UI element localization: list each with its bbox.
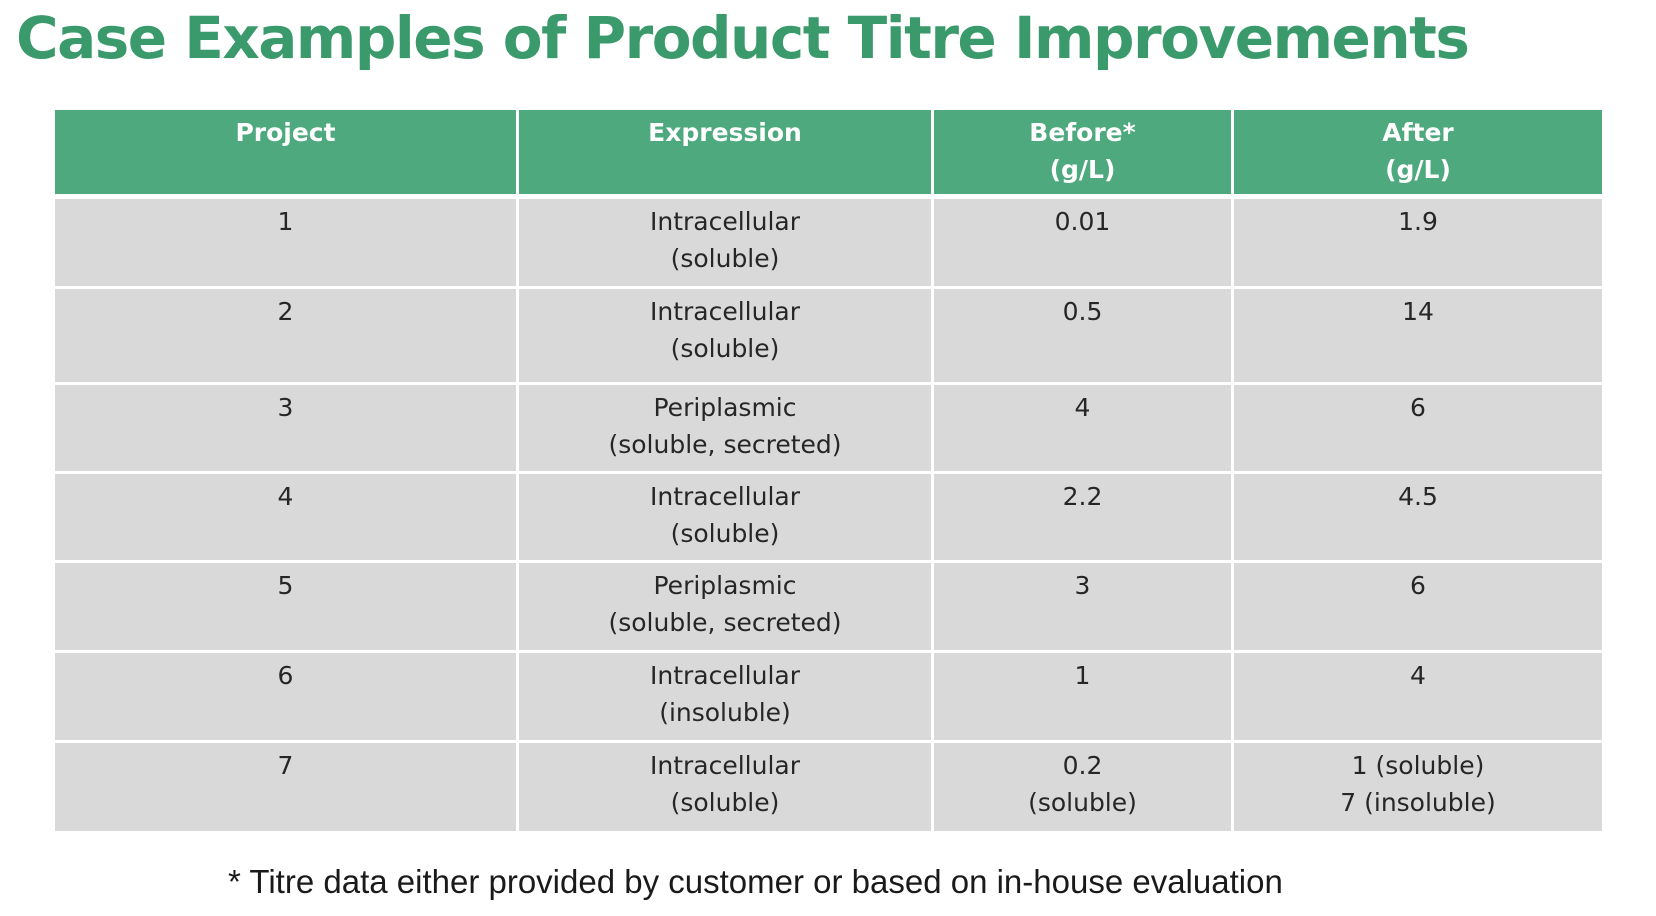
cell-after-line: 7 (insoluble) [1340, 788, 1496, 817]
footnote: * Titre data either provided by customer… [228, 863, 1283, 900]
cell-before: 2.2 [931, 474, 1231, 563]
cell-expression: Intracellular (soluble) [516, 199, 931, 289]
cell-after: 4.5 [1231, 474, 1602, 563]
header-project: Project [55, 110, 516, 199]
cell-after: 1 (soluble) 7 (insoluble) [1231, 743, 1602, 831]
table-row: 1 Intracellular (soluble) 0.01 1.9 [55, 199, 1602, 289]
cell-expression-line: Periplasmic [653, 571, 797, 600]
cell-project: 7 [55, 743, 516, 831]
cell-expression: Periplasmic (soluble, secreted) [516, 385, 931, 474]
cell-expression-line: (insoluble) [659, 698, 791, 727]
cell-expression: Intracellular (soluble) [516, 743, 931, 831]
cell-expression-line: Intracellular [649, 297, 801, 326]
cell-before-line: 0.2 [1062, 751, 1103, 780]
cell-before: 0.5 [931, 289, 1231, 385]
cell-before-line: (soluble) [1028, 788, 1137, 817]
cell-expression-line: (soluble) [670, 519, 780, 548]
cell-before: 3 [931, 563, 1231, 653]
cell-after-line: 1 (soluble) [1351, 751, 1485, 780]
cell-after-line: 14 [1402, 297, 1434, 326]
cell-expression: Intracellular (insoluble) [516, 653, 931, 743]
cell-after: 1.9 [1231, 199, 1602, 289]
cell-expression-line: Intracellular [649, 482, 801, 511]
cell-project: 2 [55, 289, 516, 385]
cell-expression-line: (soluble, secreted) [608, 430, 842, 459]
header-after-label: After [1382, 118, 1454, 147]
cell-project: 5 [55, 563, 516, 653]
table-row: 2 Intracellular (soluble) 0.5 14 [55, 289, 1602, 385]
cell-expression-line: (soluble, secreted) [608, 608, 842, 637]
cell-before: 0.2 (soluble) [931, 743, 1231, 831]
cell-expression: Intracellular (soluble) [516, 289, 931, 385]
header-after: After (g/L) [1231, 110, 1602, 199]
cell-after-line: 6 [1410, 393, 1426, 422]
cell-before: 0.01 [931, 199, 1231, 289]
header-before-unit: (g/L) [1049, 155, 1116, 184]
cell-expression-line: Intracellular [649, 751, 801, 780]
table-header-row: Project Expression Before* (g/L) After (… [55, 110, 1602, 199]
cell-expression-line: (soluble) [670, 788, 780, 817]
cell-after-line: 4 [1410, 661, 1426, 690]
header-before: Before* (g/L) [931, 110, 1231, 199]
cell-project-line: 3 [277, 393, 294, 422]
cell-before-line: 0.5 [1062, 297, 1103, 326]
cell-expression-line: (soluble) [670, 334, 780, 363]
table-row: 7 Intracellular (soluble) 0.2 (soluble) 1 (so… [55, 743, 1602, 831]
page-title: Case Examples of Product Titre Improveme… [16, 4, 1470, 72]
cell-after: 14 [1231, 289, 1602, 385]
cell-project-line: 5 [277, 571, 294, 600]
cell-project-line: 1 [277, 207, 294, 236]
titre-table: Project Expression Before* (g/L) After (… [55, 110, 1602, 831]
titre-table-container: Project Expression Before* (g/L) After (… [55, 110, 1602, 831]
cell-project: 6 [55, 653, 516, 743]
cell-project-line: 2 [277, 297, 294, 326]
cell-expression-line: Intracellular [649, 661, 801, 690]
cell-after-line: 4.5 [1398, 482, 1438, 511]
cell-before-line: 3 [1074, 571, 1091, 600]
cell-after-line: 1.9 [1398, 207, 1438, 236]
cell-before-line: 1 [1074, 661, 1091, 690]
cell-expression-line: (soluble) [670, 244, 780, 273]
cell-project-line: 6 [277, 661, 294, 690]
cell-after: 6 [1231, 385, 1602, 474]
table-row: 3 Periplasmic (soluble, secreted) 4 6 [55, 385, 1602, 474]
header-after-unit: (g/L) [1385, 155, 1451, 184]
cell-before: 4 [931, 385, 1231, 474]
cell-project: 1 [55, 199, 516, 289]
table-row: 5 Periplasmic (soluble, secreted) 3 6 [55, 563, 1602, 653]
cell-project-line: 4 [277, 482, 294, 511]
cell-after: 6 [1231, 563, 1602, 653]
cell-after-line: 6 [1410, 571, 1426, 600]
header-expression: Expression [516, 110, 931, 199]
cell-expression-line: Intracellular [649, 207, 801, 236]
cell-project-line: 7 [277, 751, 294, 780]
cell-expression: Periplasmic (soluble, secreted) [516, 563, 931, 653]
header-expression-label: Expression [648, 118, 802, 147]
cell-before-line: 0.01 [1054, 207, 1111, 236]
table-row: 4 Intracellular (soluble) 2.2 4.5 [55, 474, 1602, 563]
cell-expression: Intracellular (soluble) [516, 474, 931, 563]
cell-project: 4 [55, 474, 516, 563]
cell-before-line: 2.2 [1062, 482, 1103, 511]
cell-after: 4 [1231, 653, 1602, 743]
table-row: 6 Intracellular (insoluble) 1 4 [55, 653, 1602, 743]
cell-before: 1 [931, 653, 1231, 743]
table-body: 1 Intracellular (soluble) 0.01 1.9 2 Intracell… [55, 199, 1602, 831]
header-project-label: Project [235, 118, 336, 147]
cell-project: 3 [55, 385, 516, 474]
header-before-label: Before* [1029, 118, 1136, 147]
cell-expression-line: Periplasmic [653, 393, 797, 422]
cell-before-line: 4 [1074, 393, 1091, 422]
